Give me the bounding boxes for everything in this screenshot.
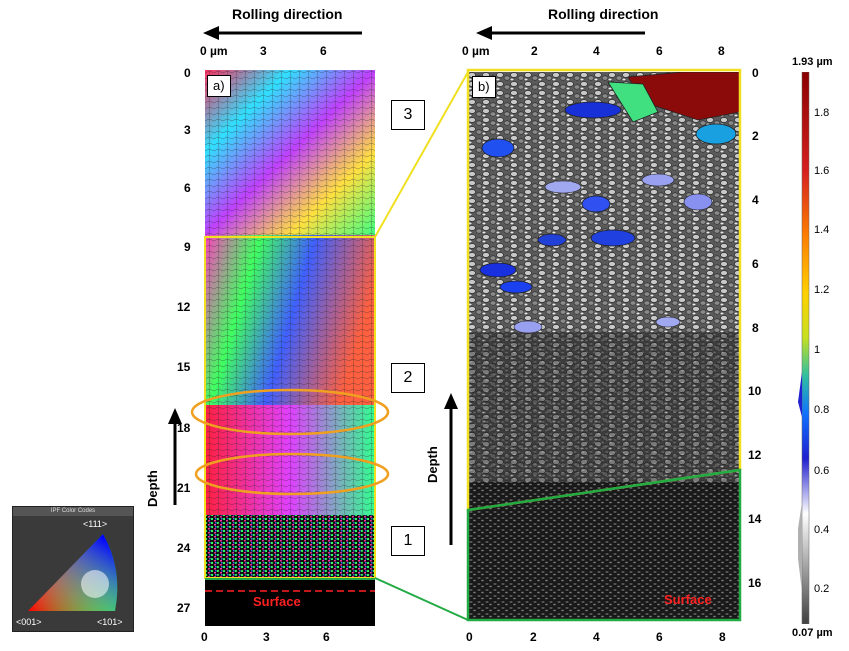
panel-a-x-bottom-tick: 6 — [323, 630, 330, 644]
region-label-3: 3 — [391, 100, 425, 130]
colorbar-tick: 0.4 — [814, 524, 830, 536]
panel-b-x-bottom-tick: 6 — [656, 630, 663, 644]
colorbar-min-label: 0.07 µm — [792, 627, 833, 639]
ipf-key-top-label: <111> — [83, 519, 108, 529]
panel-b-x-unit: 0 µm — [462, 44, 490, 58]
panel-a-x-tick: 3 — [260, 44, 267, 58]
panel-b-x-bottom-tick: 8 — [719, 630, 726, 644]
panel-b-x-tick: 6 — [656, 44, 663, 58]
ipf-color-key: IPF Color Codes <111> <001> <101> — [12, 506, 134, 632]
ipf-key-right-label: <101> — [97, 617, 123, 627]
panel-a-y-tick: 6 — [184, 181, 191, 195]
colorbar-tick: 1.2 — [814, 284, 830, 296]
panel-b-x-bottom-tick: 0 — [466, 630, 473, 644]
panel-a-y-tick: 18 — [177, 421, 191, 435]
panel-a-y-tick: 0 — [184, 66, 191, 80]
panel-a-y-tick: 24 — [177, 541, 191, 555]
region-label-1: 1 — [391, 526, 425, 556]
colorbar-tick: 1 — [814, 344, 821, 356]
panel-b-y-tick: 8 — [752, 321, 759, 335]
panel-b-y-tick: 2 — [752, 129, 759, 143]
colorbar-tick: 1.6 — [814, 165, 830, 177]
panel-a-x-bottom-tick: 0 — [201, 630, 208, 644]
panel-b-y-tick: 0 — [752, 66, 759, 80]
panel-b-y-tick: 16 — [748, 576, 762, 590]
colorbar-tick: 0.8 — [814, 404, 830, 416]
rolling-direction-label-a: Rolling direction — [232, 6, 343, 22]
panel-a-y-tick: 15 — [177, 360, 191, 374]
panel-a-surface-label: Surface — [253, 594, 301, 609]
panel-a-y-tick: 9 — [184, 240, 191, 254]
panel-b-x-tick: 8 — [718, 44, 725, 58]
region-label-2: 2 — [391, 363, 425, 393]
panel-b-x-tick: 2 — [531, 44, 538, 58]
panel-a-y-tick: 27 — [177, 601, 191, 615]
ipf-key-title: IPF Color Codes — [13, 507, 133, 516]
panel-b-surface-label: Surface — [664, 592, 712, 607]
panel-b-y-tick: 14 — [748, 512, 762, 526]
panel-a-x-tick: 6 — [320, 44, 327, 58]
panel-b-x-bottom-tick: 4 — [593, 630, 600, 644]
panel-a-y-tick: 21 — [177, 481, 191, 495]
panel-a-x-bottom-tick: 3 — [263, 630, 270, 644]
rolling-direction-label-b: Rolling direction — [548, 6, 659, 22]
panel-b-tag: b) — [472, 76, 496, 98]
colorbar — [798, 72, 810, 624]
panel-a-y-tick: 3 — [184, 123, 191, 137]
panel-b-y-tick: 4 — [752, 193, 759, 207]
panel-b-grain-map — [468, 72, 740, 621]
panel-b-x-tick: 4 — [593, 44, 600, 58]
panel-a-ipf-map — [205, 70, 375, 626]
panel-a-y-tick: 12 — [177, 300, 191, 314]
panel-b-y-tick: 10 — [748, 384, 762, 398]
panel-b-y-tick: 6 — [752, 257, 759, 271]
colorbar-tick: 0.2 — [814, 583, 830, 595]
colorbar-tick: 1.8 — [814, 107, 830, 119]
panel-a-tag: a) — [207, 75, 231, 97]
panel-a-x-unit: 0 µm — [200, 44, 228, 58]
panel-b-x-bottom-tick: 2 — [530, 630, 537, 644]
panel-b-y-tick: 12 — [748, 448, 762, 462]
colorbar-tick: 0.6 — [814, 465, 830, 477]
colorbar-tick: 1.4 — [814, 224, 830, 236]
ipf-key-left-label: <001> — [16, 617, 42, 627]
colorbar-max-label: 1.93 µm — [792, 56, 833, 68]
ipf-triangle — [28, 534, 118, 611]
